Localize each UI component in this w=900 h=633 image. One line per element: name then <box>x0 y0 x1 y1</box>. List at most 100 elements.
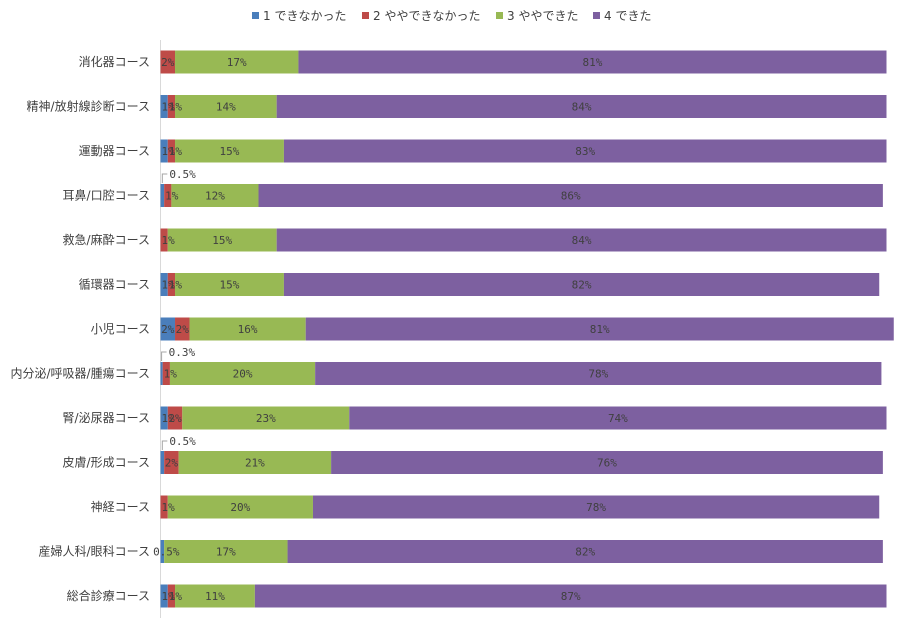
bar-segment <box>331 451 883 474</box>
data-label: 17% <box>216 546 236 559</box>
bar-segment <box>175 50 299 74</box>
data-label: 86% <box>561 190 581 203</box>
data-label: 84% <box>572 101 592 114</box>
category-label: 内分泌/呼吸器/腫瘍コース <box>11 366 151 381</box>
category-label: 皮膚/形成コース <box>63 455 150 470</box>
data-label: 87% <box>561 590 581 603</box>
data-label: 14% <box>216 101 236 114</box>
category-label: 産婦人科/眼科コース <box>39 544 150 559</box>
data-label: 83% <box>575 145 595 158</box>
bar-segment <box>167 228 277 252</box>
bar-segment <box>160 95 168 118</box>
bar-segment <box>164 540 288 563</box>
bar-segment <box>160 50 176 74</box>
bar-segment <box>160 362 163 385</box>
legend-item: 2 ややできなかった <box>362 9 480 23</box>
bar-segment <box>349 406 887 430</box>
bar-segment <box>167 273 176 296</box>
data-label: 2% <box>176 323 190 336</box>
data-label: 84% <box>572 234 592 247</box>
callout-leader-line <box>161 440 168 450</box>
data-label: 23% <box>256 412 276 425</box>
bar-segment <box>175 273 284 296</box>
bar-segment <box>160 406 168 430</box>
bar-segment <box>283 139 887 163</box>
category-label: 消化器コース <box>79 55 150 69</box>
category-label: 救急/麻酔コース <box>63 232 150 247</box>
category-label: 小児コース <box>91 322 150 336</box>
category-label: 総合診療コース <box>67 588 150 603</box>
bar-segment <box>182 406 350 430</box>
bar-segment <box>160 495 168 519</box>
category-label: 循環器コース <box>79 278 150 292</box>
bar-segment <box>276 95 887 118</box>
data-label: 1% <box>162 234 176 247</box>
legend-label: 1 できなかった <box>263 9 346 23</box>
data-label: 15% <box>220 145 240 158</box>
bar-segment <box>287 540 883 563</box>
data-label: 1% <box>162 501 176 514</box>
data-label: 2% <box>161 56 175 69</box>
bar-segment <box>167 95 176 118</box>
bar-segment <box>254 584 887 608</box>
data-label: 82% <box>572 279 592 292</box>
data-label: 1% <box>169 279 183 292</box>
legend-item: 3 ややできた <box>496 9 578 23</box>
data-label: 2% <box>161 323 175 336</box>
data-label: 74% <box>608 412 628 425</box>
legend-swatch <box>252 12 259 19</box>
data-label: 1% <box>162 590 176 603</box>
data-label: 0.5% <box>169 435 196 448</box>
data-label: 1% <box>162 145 176 158</box>
data-label: 15% <box>220 279 240 292</box>
bar-segment <box>283 273 880 296</box>
bar-segment <box>175 584 255 608</box>
legend-swatch <box>593 12 600 19</box>
data-labels: 2% 17% 81%1%1% 14% 84%1%1% 15% 83%0.5%1% 12% 86%… <box>153 56 628 603</box>
data-label: 0.5% <box>169 168 196 181</box>
category-label: 神経コース <box>91 500 150 514</box>
data-label: 11% <box>205 590 225 603</box>
bar-segment <box>160 184 165 207</box>
category-label: 耳鼻/口腔コース <box>63 188 150 203</box>
data-label: 2% <box>165 457 179 470</box>
bar-segment <box>315 362 882 385</box>
data-label: 1% <box>169 590 183 603</box>
bar-segment <box>175 317 190 341</box>
category-label: 腎/泌尿器コース <box>63 411 150 425</box>
data-label: 78% <box>588 368 608 381</box>
data-label: 81% <box>583 56 603 69</box>
legend-swatch <box>362 12 369 19</box>
data-label: 21% <box>245 457 265 470</box>
data-label: 16% <box>238 323 258 336</box>
data-label: 17% <box>227 56 247 69</box>
legend: 1 できなかった 2 ややできなかった 3 ややできた 4 できた <box>252 9 651 23</box>
legend-swatch <box>496 12 503 19</box>
bar-segment <box>160 228 168 252</box>
data-label: 1% <box>162 412 176 425</box>
data-label: 0.5% <box>153 546 180 559</box>
data-label: 0.3% <box>169 346 196 359</box>
data-label: 1% <box>162 279 176 292</box>
data-label: 12% <box>205 190 225 203</box>
bar-segment <box>189 317 306 341</box>
data-label: 1% <box>164 368 178 381</box>
legend-item: 1 できなかった <box>252 9 346 23</box>
bar-segment <box>160 273 168 296</box>
bar-segment <box>298 50 887 74</box>
bar-segment <box>160 584 168 608</box>
data-label: 2% <box>168 412 182 425</box>
bar-segment <box>169 362 316 385</box>
data-label: 1% <box>169 101 183 114</box>
data-label: 1% <box>169 145 183 158</box>
bar-segment <box>160 540 165 563</box>
bar-segment <box>167 584 176 608</box>
legend-item: 4 できた <box>593 9 651 23</box>
bar-segment <box>178 451 332 474</box>
category-label: 精神/放射線診断コース <box>27 99 150 114</box>
bar-segment <box>276 228 887 252</box>
data-label: 20% <box>233 368 253 381</box>
bar-segment <box>160 317 176 341</box>
bar-segment <box>312 495 880 519</box>
